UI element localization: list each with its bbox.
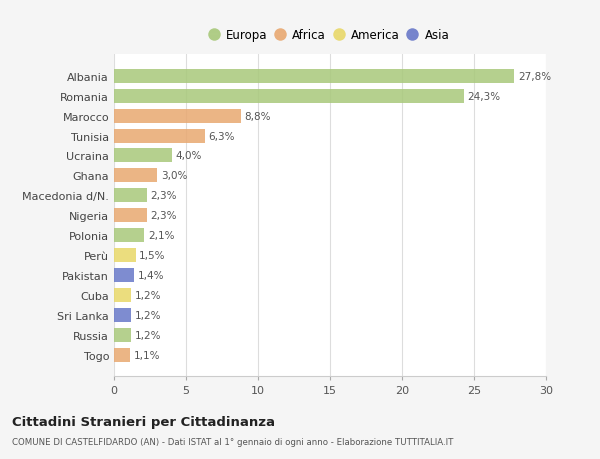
Text: Cittadini Stranieri per Cittadinanza: Cittadini Stranieri per Cittadinanza (12, 415, 275, 428)
Text: 2,1%: 2,1% (148, 230, 175, 241)
Text: 1,4%: 1,4% (138, 270, 164, 280)
Bar (114, 189, 147, 203)
Bar (114, 70, 514, 84)
Legend: Europa, Africa, America, Asia: Europa, Africa, America, Asia (207, 26, 453, 45)
Bar (114, 229, 144, 242)
Text: 1,2%: 1,2% (135, 330, 161, 340)
Text: 2,3%: 2,3% (151, 211, 177, 221)
Bar (114, 328, 131, 342)
Bar (114, 169, 157, 183)
Text: 8,8%: 8,8% (244, 112, 271, 121)
Bar (114, 109, 241, 123)
Text: 1,1%: 1,1% (133, 350, 160, 360)
Text: 3,0%: 3,0% (161, 171, 187, 181)
Bar (114, 209, 147, 223)
Text: 24,3%: 24,3% (467, 91, 500, 101)
Text: 6,3%: 6,3% (208, 131, 235, 141)
Bar (114, 90, 464, 103)
Bar (114, 149, 172, 163)
Bar (114, 129, 205, 143)
Text: 1,2%: 1,2% (135, 310, 161, 320)
Bar (114, 348, 130, 362)
Bar (114, 308, 131, 322)
Text: COMUNE DI CASTELFIDARDO (AN) - Dati ISTAT al 1° gennaio di ogni anno - Elaborazi: COMUNE DI CASTELFIDARDO (AN) - Dati ISTA… (12, 437, 454, 446)
Text: 27,8%: 27,8% (518, 72, 551, 82)
Text: 1,5%: 1,5% (139, 251, 166, 260)
Bar (114, 248, 136, 263)
Bar (114, 288, 131, 302)
Text: 4,0%: 4,0% (175, 151, 202, 161)
Text: 1,2%: 1,2% (135, 290, 161, 300)
Text: 2,3%: 2,3% (151, 191, 177, 201)
Bar (114, 269, 134, 282)
